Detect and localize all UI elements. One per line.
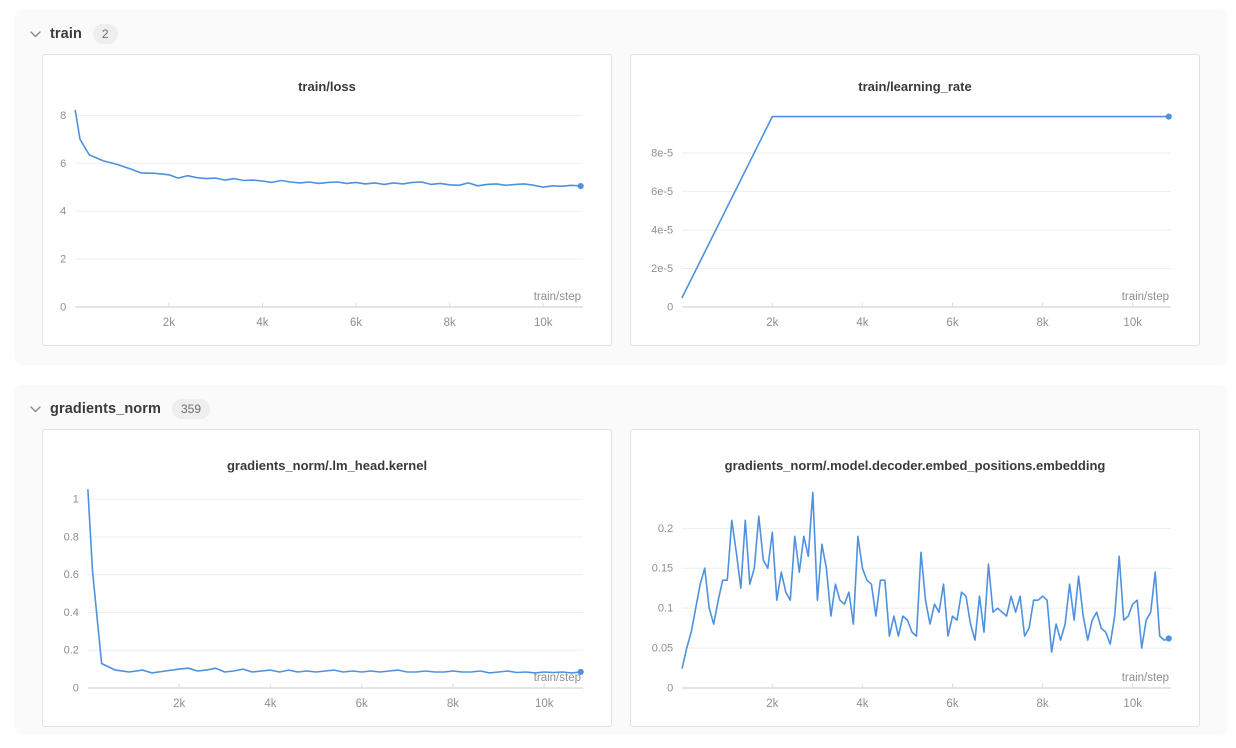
x-tick-label: 4k bbox=[264, 698, 276, 710]
chart-panel-train-learning-rate[interactable]: train/learning_rate 0 2e-5 4e-5 6e-5 8e-5 2k 4… bbox=[630, 54, 1200, 346]
x-tick-label: 8k bbox=[444, 317, 456, 329]
chart-panel-lm-head-kernel[interactable]: gradients_norm/.lm_head.kernel 0 0.2 0.4 0.… bbox=[42, 429, 612, 727]
chart-canvas[interactable]: 0 2 4 6 8 2k 4k 6k 8k 10k train/step bbox=[43, 101, 611, 345]
series-line bbox=[74, 109, 582, 188]
section-train-header[interactable]: train 2 bbox=[14, 10, 1228, 54]
x-tick-label: 8k bbox=[1037, 317, 1049, 329]
last-point-marker bbox=[1165, 635, 1172, 642]
x-tick-label: 2k bbox=[766, 317, 778, 329]
series-line bbox=[87, 489, 582, 674]
panels-grid: gradients_norm/.lm_head.kernel 0 0.2 0.4 0.… bbox=[14, 429, 1228, 727]
x-axis-title: train/step bbox=[534, 672, 581, 684]
x-tick-label: 6k bbox=[946, 698, 958, 710]
last-point-marker bbox=[577, 182, 584, 190]
y-tick-label: 0.4 bbox=[64, 607, 79, 619]
panels-grid: train/loss 0 2 4 6 8 2k 4k 6k 8k 10k train/step tr… bbox=[14, 54, 1228, 346]
last-point-marker bbox=[1165, 113, 1172, 120]
x-tick-label: 8k bbox=[447, 698, 459, 710]
x-axis-title: train/step bbox=[1122, 672, 1169, 684]
y-tick-label: 0 bbox=[60, 302, 66, 314]
y-tick-label: 2 bbox=[60, 254, 66, 266]
y-tick-label: 1 bbox=[73, 494, 79, 506]
x-tick-label: 4k bbox=[256, 317, 268, 329]
x-tick-label: 2k bbox=[173, 698, 185, 710]
y-tick-label: 0.2 bbox=[64, 645, 79, 657]
section-gradients-norm: gradients_norm 359 gradients_norm/.lm_he… bbox=[14, 385, 1228, 734]
y-tick-label: 6 bbox=[60, 158, 66, 170]
x-tick-label: 6k bbox=[356, 698, 368, 710]
chevron-down-icon[interactable] bbox=[30, 405, 41, 413]
section-gradients-norm-header[interactable]: gradients_norm 359 bbox=[14, 385, 1228, 429]
x-tick-label: 10k bbox=[535, 698, 554, 710]
chart-canvas[interactable]: 0 0.05 0.1 0.15 0.2 2k 4k 6k 8k 10k train/step bbox=[631, 480, 1199, 726]
x-tick-label: 10k bbox=[1123, 317, 1142, 329]
x-tick-label: 2k bbox=[766, 698, 778, 710]
x-axis-title: train/step bbox=[1122, 291, 1169, 303]
y-tick-label: 0.15 bbox=[652, 563, 673, 575]
section-count-badge: 2 bbox=[92, 24, 118, 44]
x-tick-label: 4k bbox=[856, 317, 868, 329]
y-tick-label: 0.2 bbox=[658, 523, 673, 535]
y-tick-label: 0.6 bbox=[64, 569, 79, 581]
x-tick-label: 2k bbox=[163, 317, 175, 329]
x-tick-label: 8k bbox=[1037, 698, 1049, 710]
x-tick-label: 10k bbox=[534, 317, 553, 329]
y-tick-label: 4 bbox=[60, 206, 66, 218]
chart-panel-train-loss[interactable]: train/loss 0 2 4 6 8 2k 4k 6k 8k 10k train/step bbox=[42, 54, 612, 346]
x-axis-title: train/step bbox=[534, 291, 581, 303]
chevron-down-icon[interactable] bbox=[30, 30, 41, 38]
chart-title: train/learning_rate bbox=[858, 79, 972, 94]
y-tick-label: 0 bbox=[667, 302, 673, 314]
chart-canvas[interactable]: 0 0.2 0.4 0.6 0.8 1 2k 4k 6k 8k 10k train/step bbox=[43, 480, 611, 726]
x-tick-label: 6k bbox=[350, 317, 362, 329]
y-tick-label: 0.8 bbox=[64, 531, 79, 543]
section-title: train bbox=[50, 26, 82, 42]
chart-title: gradients_norm/.model.decoder.embed_posi… bbox=[724, 458, 1106, 473]
chart-panel-embed-positions[interactable]: gradients_norm/.model.decoder.embed_posi… bbox=[630, 429, 1200, 727]
x-tick-label: 6k bbox=[946, 317, 958, 329]
y-tick-label: 0 bbox=[667, 683, 673, 695]
section-count-badge: 359 bbox=[171, 399, 211, 419]
y-tick-label: 4e-5 bbox=[651, 225, 673, 237]
y-tick-label: 2e-5 bbox=[651, 263, 673, 275]
x-tick-label: 10k bbox=[1123, 698, 1142, 710]
y-tick-label: 6e-5 bbox=[651, 186, 673, 198]
chart-title: train/loss bbox=[298, 79, 356, 94]
y-tick-label: 0.1 bbox=[658, 603, 673, 615]
series-line bbox=[681, 491, 1170, 669]
last-point-marker bbox=[577, 668, 584, 676]
y-tick-label: 8e-5 bbox=[651, 148, 673, 160]
chart-canvas[interactable]: 0 2e-5 4e-5 6e-5 8e-5 2k 4k 6k 8k 10k train/step bbox=[631, 101, 1199, 345]
chart-title: gradients_norm/.lm_head.kernel bbox=[226, 458, 428, 473]
section-train: train 2 train/loss 0 2 4 6 8 2k 4k 6k 8k 10k train… bbox=[14, 10, 1228, 365]
series-line bbox=[681, 115, 1170, 299]
y-tick-label: 0.05 bbox=[652, 643, 673, 655]
y-tick-label: 0 bbox=[73, 683, 79, 695]
y-tick-label: 8 bbox=[60, 110, 66, 122]
section-title: gradients_norm bbox=[50, 401, 161, 417]
x-tick-label: 4k bbox=[856, 698, 868, 710]
